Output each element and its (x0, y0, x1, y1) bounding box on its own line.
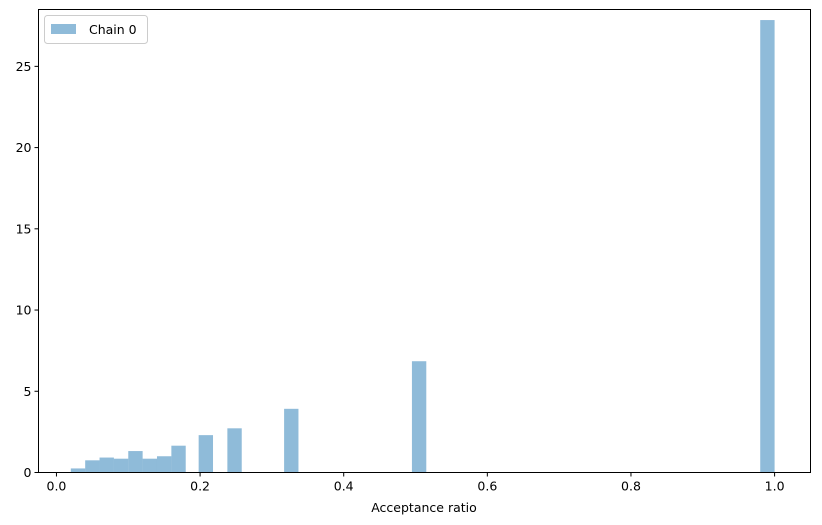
x-tick-label: 0.2 (190, 479, 210, 494)
x-tick-label: 0.6 (477, 479, 497, 494)
x-tick-label: 0.0 (47, 479, 67, 494)
legend-box (44, 15, 148, 44)
x-axis-label: Acceptance ratio (371, 500, 477, 515)
histogram-bar (99, 457, 114, 473)
legend: Chain 0 (44, 15, 148, 44)
histogram-bar (142, 458, 157, 473)
y-tick-label: 10 (16, 303, 32, 318)
histogram-bar (85, 460, 100, 473)
histogram-bar (171, 445, 186, 473)
y-tick-label: 5 (24, 384, 32, 399)
y-tick-label: 15 (16, 221, 32, 236)
histogram-bar (411, 361, 427, 473)
x-tick-label: 0.8 (621, 479, 641, 494)
plot-frame (38, 9, 811, 473)
y-tick-label: 20 (16, 140, 32, 155)
histogram-bar (128, 451, 143, 473)
legend-swatch (51, 24, 76, 34)
x-tick-label: 0.4 (334, 479, 354, 494)
histogram-bar (156, 456, 172, 473)
y-axis-ticks: 0 5 10 15 20 25 (16, 59, 39, 480)
bars-layer (70, 20, 775, 473)
histogram-bar (760, 20, 775, 473)
histogram-bar (113, 458, 129, 473)
y-tick-label: 25 (16, 59, 32, 74)
x-tick-label: 1.0 (765, 479, 785, 494)
y-tick-label: 0 (24, 465, 32, 480)
histogram-bar (198, 435, 214, 473)
histogram-bar (284, 408, 299, 473)
legend-label: Chain 0 (89, 22, 137, 37)
histogram-bar (227, 428, 242, 473)
x-axis-ticks: 0.0 0.2 0.4 0.6 0.8 1.0 (47, 472, 785, 494)
histogram-bar (70, 468, 86, 473)
